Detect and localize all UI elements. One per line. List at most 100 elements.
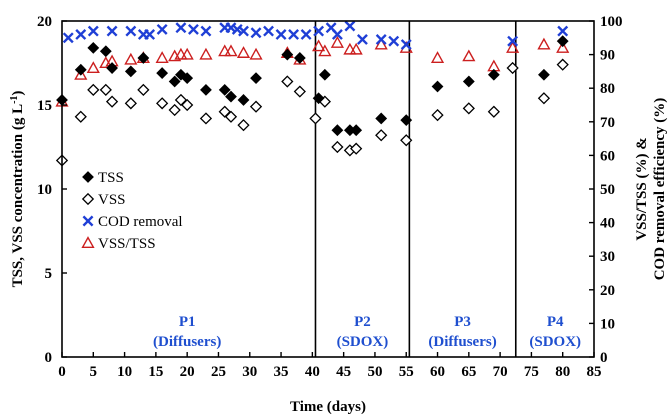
vss-tss-point: [224, 44, 238, 57]
tss-point: [331, 124, 344, 137]
x-axis-title: Time (days): [290, 399, 366, 415]
cod-removal-point: [557, 25, 569, 37]
vss-point: [74, 110, 87, 123]
vss-point: [99, 83, 112, 96]
vss-tss-point: [430, 51, 445, 63]
phase-sublabel: (SDOX): [337, 334, 389, 350]
legend-marker: [81, 192, 95, 206]
tss-point: [487, 68, 500, 81]
phase-sublabel: (SDOX): [529, 334, 581, 350]
legend-label: VSS: [98, 192, 126, 208]
tss-point: [168, 75, 181, 88]
x-tick-label: 40: [305, 364, 320, 380]
vss-tss-point: [556, 41, 570, 53]
y-right-tick-label: 90: [600, 48, 615, 64]
vss-tss-point: [74, 67, 88, 80]
tss-point: [281, 48, 294, 61]
y-left-tick-label: 5: [45, 266, 53, 282]
cod-removal-point: [75, 28, 87, 40]
tss-point: [250, 72, 262, 85]
x-tick-label: 35: [274, 364, 289, 380]
vss-point: [375, 129, 388, 142]
phase-label: P4: [547, 314, 564, 330]
x-tick-label: 5: [90, 364, 98, 380]
vss-point: [331, 140, 344, 154]
y-left-tick-label: 0: [45, 350, 53, 366]
vss-point: [431, 108, 444, 122]
y-right-tick-label: 80: [600, 81, 615, 97]
y-right-tick-label: 0: [600, 350, 608, 366]
cod-removal-point: [87, 25, 99, 37]
vss-tss-point: [537, 37, 551, 50]
vss-point: [506, 61, 519, 75]
vss-point: [156, 97, 169, 110]
cod-removal-point: [356, 34, 368, 45]
x-tick-label: 80: [555, 364, 570, 380]
vss-tss-point: [374, 37, 388, 50]
vss-point: [237, 119, 250, 132]
vss-point: [309, 112, 322, 125]
tss-point: [124, 65, 137, 78]
tss-point: [137, 52, 150, 64]
y-axis-title-right-line2: COD removal efficiency (%): [652, 98, 668, 281]
tss-point: [462, 75, 475, 88]
vss-point: [168, 103, 181, 117]
cod-removal-point: [507, 35, 519, 47]
vss-tss-point: [249, 47, 263, 60]
legend-marker: [81, 236, 95, 249]
cod-removal-point: [106, 25, 118, 37]
legend-label: TSS: [98, 170, 124, 186]
x-tick-label: 45: [336, 364, 351, 380]
tss-point: [237, 94, 250, 106]
tss-point: [181, 72, 194, 85]
vss-point: [487, 105, 500, 118]
tss-point: [156, 67, 169, 79]
y-axis-title-left: TSS, VSS concentration (g L-1): [9, 91, 27, 288]
phase-sublabel: (Diffusers): [153, 334, 221, 350]
tss-point: [99, 45, 112, 58]
vss-point: [124, 97, 137, 110]
vss-tss-point: [199, 47, 213, 60]
vss-tss-point: [180, 47, 194, 60]
cod-removal-point: [156, 23, 168, 35]
cod-removal-point: [238, 25, 249, 37]
y-left-tick-label: 15: [37, 98, 52, 114]
vss-point: [537, 92, 551, 105]
tss-point: [225, 90, 237, 103]
legend: TSS VSS COD removal VSS/TSS: [81, 170, 183, 252]
legend-label: COD removal: [98, 214, 183, 230]
vss-point: [105, 95, 119, 108]
x-tick-label: 30: [242, 364, 257, 380]
vss-tss-point: [462, 49, 476, 62]
cod-removal-point: [313, 25, 325, 37]
x-tick-label: 50: [367, 364, 382, 380]
cod-removal-point: [200, 25, 212, 37]
x-tick-label: 20: [180, 364, 195, 380]
phase-label: P3: [454, 314, 471, 330]
tss-point: [293, 52, 306, 64]
vss-tss-point: [155, 51, 169, 63]
cod-removal-point: [62, 32, 74, 44]
phase-label: P1: [179, 314, 196, 330]
cod-removal-point: [388, 35, 400, 47]
y-left-tick-label: 10: [37, 182, 52, 198]
x-tick-label: 15: [148, 364, 163, 380]
vss-tss-point: [236, 46, 251, 58]
vss-tss-point: [330, 35, 344, 48]
tss-point: [218, 83, 231, 96]
x-tick-label: 75: [524, 364, 539, 380]
legend-marker: [82, 171, 94, 183]
vss-point: [350, 142, 363, 155]
vss-tss-point: [218, 44, 232, 57]
x-tick-label: 55: [399, 364, 414, 380]
x-tick-label: 85: [587, 364, 602, 380]
axes-layer: 0 5 10 15 20 25 30 35 40 45 50 55 60 65 70 75 80 85051015…: [37, 14, 623, 380]
tss-point: [375, 112, 388, 125]
phase-layer: P1 (Diffusers) P2 (SDOX) P3 (Diffusers) P4 (SDO…: [153, 21, 581, 357]
cod-removal-point: [375, 34, 387, 45]
vss-point: [462, 102, 475, 115]
legend-label: VSS/TSS: [98, 236, 156, 252]
vss-point: [281, 75, 294, 88]
y-right-tick-label: 60: [600, 148, 615, 164]
